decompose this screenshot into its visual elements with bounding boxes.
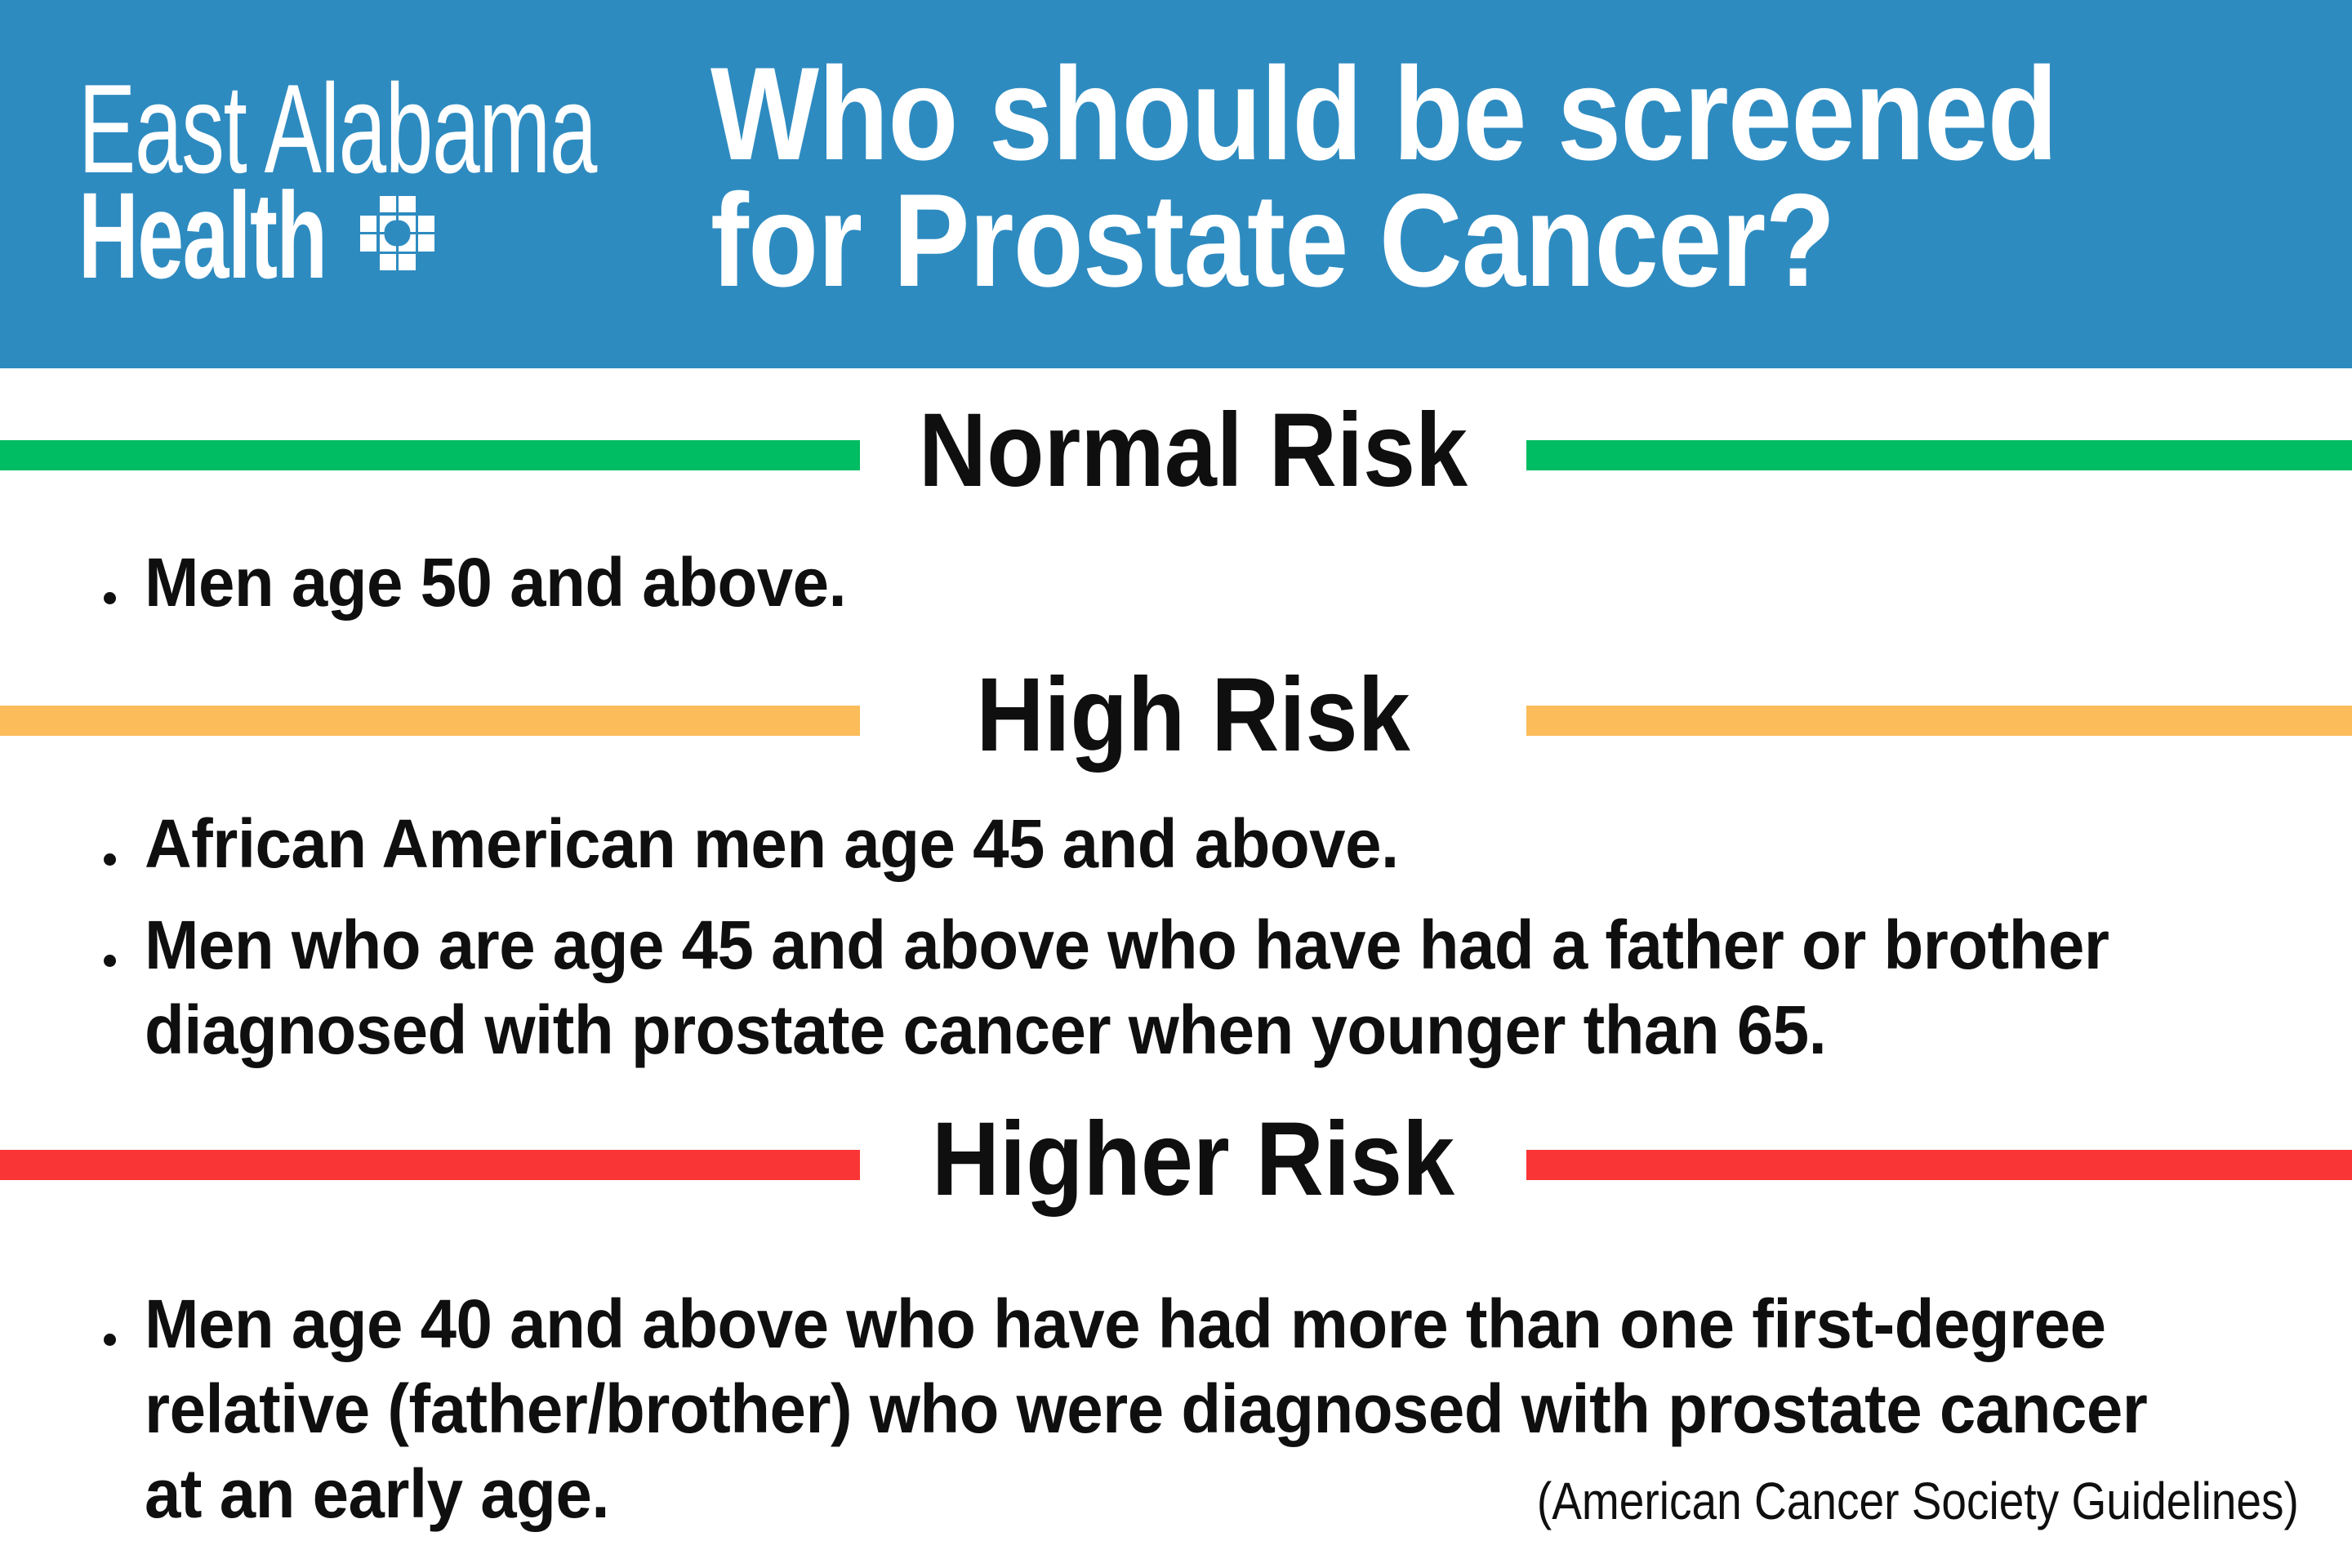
icon-cell	[399, 234, 416, 252]
icon-cell	[360, 254, 376, 270]
high-risk-heading: High Risk	[976, 657, 1410, 773]
page-title: Who should be screened for Prostate Canc…	[710, 40, 2058, 314]
higher-risk-bar-right	[1526, 1150, 2352, 1180]
bullet-dot-icon	[104, 853, 116, 866]
header-band: East Alabama Health Who should be screen…	[0, 0, 2352, 368]
logo-text-health: Health	[78, 167, 327, 304]
normal-risk-bar-left	[0, 440, 860, 470]
icon-cell	[399, 196, 416, 213]
icon-cell	[399, 215, 416, 232]
logo-text-east-alabama: East Alabama	[78, 58, 597, 199]
icon-cell	[418, 196, 434, 212]
icon-cell	[399, 254, 416, 271]
icon-cell	[360, 196, 376, 212]
icon-cell	[360, 215, 377, 232]
list-item: Men age 50 and above.	[104, 540, 883, 625]
bullet-text: Men who are age 45 and above who have ha…	[145, 906, 2109, 1068]
icon-cell	[379, 254, 396, 271]
bullet-text: Men age 40 and above who have had more t…	[145, 1285, 2148, 1532]
icon-cell	[379, 215, 396, 232]
bullet-dot-icon	[104, 955, 116, 967]
icon-cell	[360, 234, 377, 252]
icon-cell	[379, 196, 396, 213]
list-item: Men age 40 and above who have had more t…	[104, 1281, 2252, 1536]
icon-cell	[418, 254, 434, 270]
bullet-dot-icon	[104, 1334, 116, 1346]
higher-risk-bar-left	[0, 1150, 860, 1180]
icon-cell	[418, 234, 435, 252]
bullet-dot-icon	[104, 592, 116, 604]
icon-cell	[418, 215, 435, 232]
normal-risk-heading: Normal Risk	[918, 392, 1468, 509]
list-item: African American men age 45 and above.	[104, 801, 1465, 886]
higher-risk-heading: Higher Risk	[931, 1101, 1455, 1218]
pixel-cross-icon	[360, 196, 435, 271]
source-attribution: (American Cancer Society Guidelines)	[1537, 1472, 2299, 1530]
high-risk-bar-right	[1526, 706, 2352, 736]
icon-cell	[379, 234, 396, 252]
high-risk-bar-left	[0, 706, 860, 736]
bullet-text: Men age 50 and above.	[145, 544, 847, 621]
list-item: Men who are age 45 and above who have ha…	[104, 902, 2212, 1072]
normal-risk-bar-right	[1526, 440, 2352, 470]
bullet-text: African American men age 45 and above.	[145, 805, 1399, 882]
